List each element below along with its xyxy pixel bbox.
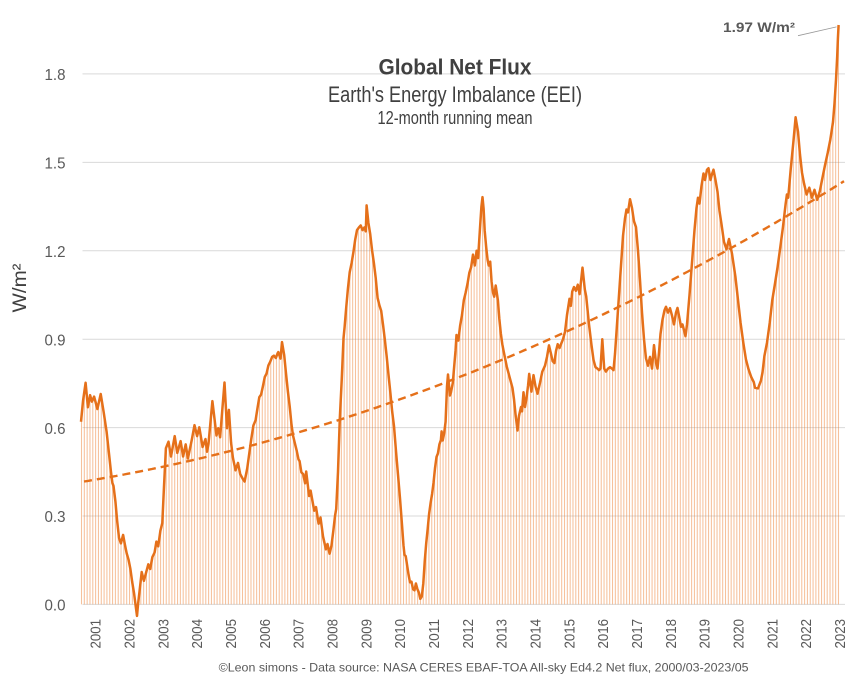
svg-text:2022: 2022 [798,619,815,649]
svg-text:2016: 2016 [595,619,612,649]
svg-text:©Leon simons - Data source: NA: ©Leon simons - Data source: NASA CERES E… [219,661,749,675]
svg-text:0.3: 0.3 [45,509,66,526]
svg-text:2017: 2017 [629,619,646,649]
svg-text:2010: 2010 [392,619,409,649]
svg-text:1.97 W/m²: 1.97 W/m² [723,20,796,35]
svg-text:2001: 2001 [88,619,105,649]
svg-text:2006: 2006 [257,619,274,649]
svg-text:0.9: 0.9 [45,332,66,349]
svg-text:1.5: 1.5 [45,156,66,173]
svg-text:2007: 2007 [291,619,308,649]
svg-text:2003: 2003 [155,619,172,649]
svg-text:2008: 2008 [325,619,342,649]
svg-text:0.6: 0.6 [45,421,66,438]
svg-text:2015: 2015 [561,619,578,649]
svg-text:2005: 2005 [223,619,240,649]
svg-text:2012: 2012 [460,619,477,649]
svg-text:2020: 2020 [731,619,748,649]
svg-text:Global Net Flux: Global Net Flux [379,54,533,79]
svg-text:2009: 2009 [358,619,375,649]
svg-text:12-month running mean: 12-month running mean [378,108,533,128]
svg-text:2002: 2002 [121,619,138,649]
svg-text:2019: 2019 [697,619,714,649]
svg-text:2011: 2011 [426,619,443,649]
svg-text:1.2: 1.2 [45,244,66,261]
svg-text:2018: 2018 [663,619,680,649]
svg-text:2014: 2014 [528,619,545,649]
svg-text:2013: 2013 [494,619,511,649]
svg-text:1.8: 1.8 [45,67,66,84]
svg-text:2004: 2004 [189,619,206,649]
svg-text:0.0: 0.0 [45,598,66,615]
svg-text:2023: 2023 [832,619,849,649]
svg-text:Earth's Energy Imbalance (EEI): Earth's Energy Imbalance (EEI) [328,82,582,107]
svg-text:W/m²: W/m² [10,264,31,313]
svg-text:2021: 2021 [764,619,781,649]
